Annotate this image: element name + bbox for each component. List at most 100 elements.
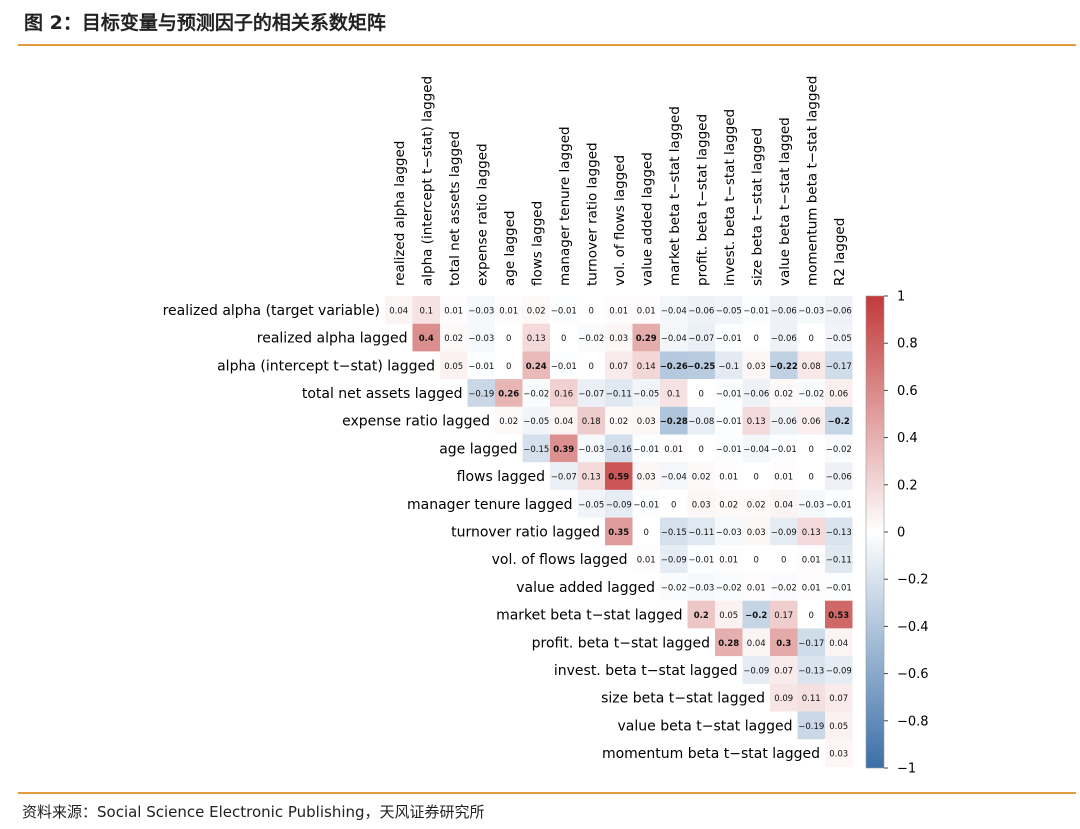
heatmap-cell	[605, 462, 633, 490]
cell-value-label: 0.02	[527, 306, 546, 316]
heatmap-cell	[577, 406, 605, 435]
cell-value-label: 0.2	[694, 611, 709, 621]
heatmap-cell	[660, 489, 688, 518]
heatmap-cell	[660, 351, 688, 380]
cell-value-label: 0.35	[608, 528, 629, 538]
row-label: value added lagged	[516, 580, 655, 596]
colorbar-tick-label: −1	[897, 762, 916, 777]
heatmap-cell	[550, 296, 578, 324]
heatmap-cell	[632, 434, 660, 463]
row-label: age lagged	[439, 441, 517, 457]
heatmap-cell	[742, 489, 770, 518]
cell-value-label: −0.01	[468, 362, 494, 372]
cell-value-label: −0.02	[523, 389, 549, 399]
cell-value-label: 0.03	[609, 334, 628, 344]
cell-value-label: −0.01	[826, 500, 852, 510]
cell-value-label: −0.16	[606, 445, 632, 455]
row-label: realized alpha (target variable)	[163, 303, 380, 319]
row-label: realized alpha lagged	[257, 331, 408, 347]
row-label: profit. beta t−stat lagged	[532, 635, 710, 651]
heatmap-cell	[495, 351, 523, 380]
heatmap-cell	[577, 323, 605, 352]
row-label: expense ratio lagged	[342, 414, 490, 430]
heatmap-cell	[467, 296, 495, 324]
heatmap-cell	[742, 351, 770, 380]
cell-value-label: −0.11	[826, 556, 852, 566]
cell-value-label: 0	[754, 473, 759, 483]
heatmap-cell	[550, 351, 578, 380]
col-label: size beta t−stat lagged	[749, 128, 765, 286]
heatmap-cell	[495, 296, 523, 324]
heatmap-cell	[770, 517, 798, 546]
cell-value-label: 0.02	[499, 417, 518, 427]
cell-value-label: 0.26	[498, 389, 519, 399]
heatmap-cell	[687, 462, 715, 490]
cell-value-label: 0.13	[527, 334, 546, 344]
cell-value-label: −0.04	[661, 334, 687, 344]
row-label: manager tenure lagged	[407, 497, 572, 513]
heatmap-cell	[660, 517, 688, 546]
cell-value-label: −0.01	[551, 362, 577, 372]
heatmap-cell	[825, 462, 853, 490]
heatmap-cell	[632, 323, 660, 352]
cell-value-label: 0.09	[774, 694, 793, 704]
col-label: value added lagged	[639, 152, 655, 286]
col-label: flows lagged	[529, 201, 545, 286]
heatmap-cell	[742, 517, 770, 546]
cell-value-label: 0.08	[802, 362, 821, 372]
cell-value-label: −0.06	[743, 389, 769, 399]
cell-value-label: −0.19	[468, 389, 494, 399]
cell-value-label: 0	[699, 445, 704, 455]
cell-value-label: 0.13	[747, 417, 766, 427]
cell-value-label: 0.05	[444, 362, 463, 372]
colorbar-tick-label: 0.8	[897, 337, 918, 352]
heatmap-cell	[742, 296, 770, 324]
cell-value-label: −0.01	[716, 389, 742, 399]
heatmap-cell	[715, 462, 743, 490]
cell-value-label: 0.01	[802, 583, 821, 593]
cell-value-label: 0.24	[526, 362, 547, 372]
cell-value-label: −0.1	[718, 362, 739, 372]
heatmap-cell	[632, 462, 660, 490]
cell-value-label: 0.02	[444, 334, 463, 344]
cell-value-label: −0.09	[661, 556, 687, 566]
cell-value-label: −0.07	[551, 473, 577, 483]
cell-value-label: 0.05	[719, 611, 738, 621]
heatmap-cell	[770, 434, 798, 463]
cell-value-label: 0.04	[554, 417, 573, 427]
cell-value-label: −0.06	[771, 417, 797, 427]
cell-value-label: −0.01	[688, 556, 714, 566]
cell-value-label: −0.08	[688, 417, 714, 427]
row-label: total net assets lagged	[302, 386, 463, 402]
heatmap-cell	[742, 406, 770, 435]
heatmap-cell	[687, 573, 715, 601]
colorbar-tick-label: 0.4	[897, 431, 918, 446]
heatmap-cell	[605, 489, 633, 518]
source-note: 资料来源：Social Science Electronic Publishin…	[22, 803, 485, 821]
heatmap-cell	[770, 379, 798, 407]
heatmap-cell	[495, 379, 523, 407]
cell-value-label: −0.05	[826, 334, 852, 344]
title-rule	[18, 44, 1076, 46]
heatmap-cell	[660, 323, 688, 352]
cell-value-label: 0.06	[829, 389, 848, 399]
heatmap-cell	[632, 545, 660, 573]
cell-value-label: −0.04	[743, 445, 769, 455]
row-labels: realized alpha (target variable) realized…	[163, 303, 820, 762]
cell-value-label: −0.11	[606, 389, 632, 399]
cell-value-label: −0.01	[716, 417, 742, 427]
heatmap-cell	[797, 434, 825, 463]
heatmap-cell	[770, 573, 798, 601]
cell-value-label: 0.13	[802, 528, 821, 538]
col-label: R2 lagged	[832, 218, 848, 286]
cell-value-label: 0.04	[774, 500, 793, 510]
heatmap-cell	[797, 683, 825, 712]
cell-value-label: 0	[781, 556, 786, 566]
cell-value-label: −0.09	[826, 666, 852, 676]
cell-value-label: −0.02	[826, 445, 852, 455]
cell-value-label: 0	[699, 389, 704, 399]
cell-value-label: 0.18	[582, 417, 601, 427]
col-label: turnover ratio lagged	[584, 142, 600, 286]
colorbar-tick-label: −0.2	[897, 573, 929, 588]
cell-value-label: −0.25	[687, 362, 715, 372]
